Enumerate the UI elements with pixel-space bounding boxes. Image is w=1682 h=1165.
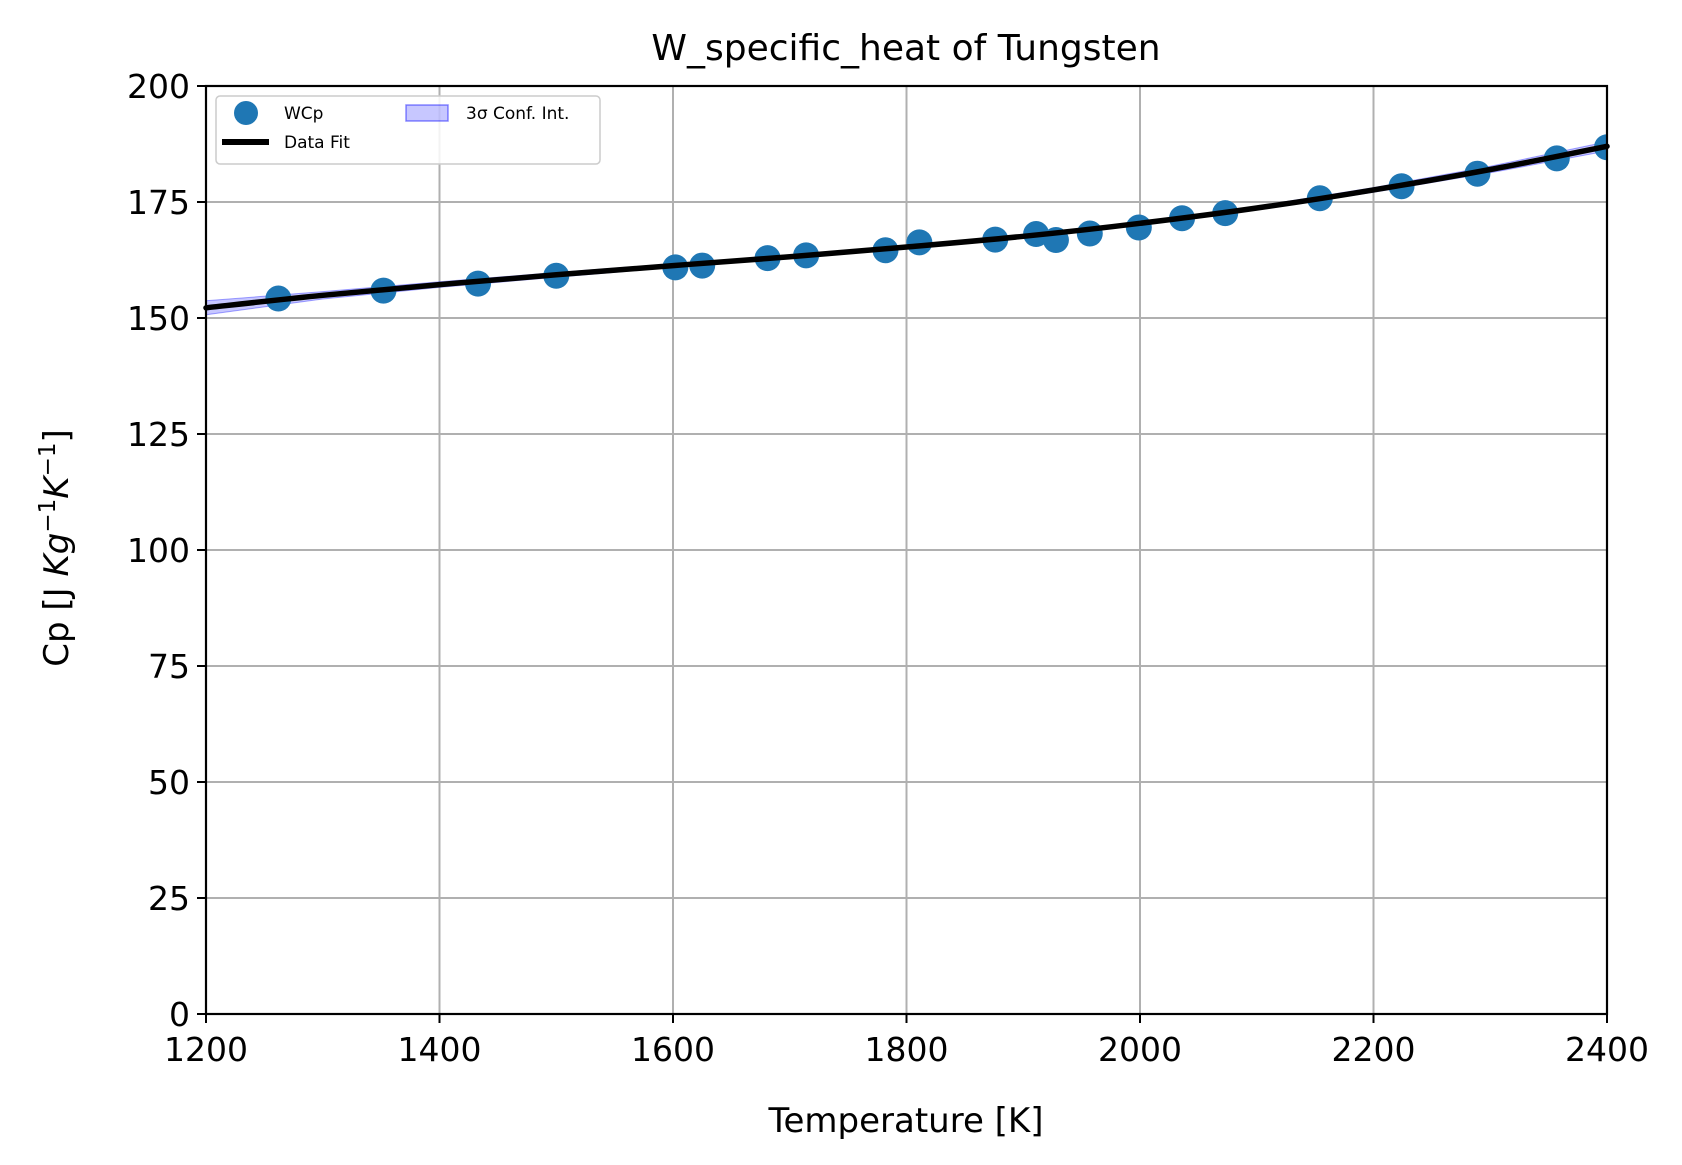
y-tick-label: 150 — [127, 299, 190, 338]
x-tick-label: 1200 — [164, 1030, 248, 1069]
chart-title: W_specific_heat of Tungsten — [651, 28, 1160, 69]
y-tick-label: 175 — [127, 183, 190, 222]
y-label-exp1: −1 — [35, 499, 61, 533]
y-tick-label: 75 — [148, 647, 190, 686]
y-tick-label: 0 — [169, 995, 190, 1034]
legend-box — [215, 95, 601, 165]
y-axis-ticks: 0 25 50 75 100 125 150 175 200 — [127, 67, 206, 1034]
legend-band-swatch — [405, 104, 449, 122]
y-tick-label: 100 — [127, 531, 190, 570]
y-axis-label: Cp [J Kg−1K−1] — [35, 429, 77, 667]
legend: WCp Data Fit 3σ Conf. Int. — [215, 95, 601, 165]
legend-scatter-label: WCp — [284, 104, 323, 124]
y-label-k: K — [37, 474, 77, 499]
y-label-prefix: Cp [J — [37, 577, 77, 667]
y-label-kg: Kg — [37, 533, 77, 577]
y-tick-label: 200 — [127, 67, 190, 106]
y-tick-label: 50 — [148, 763, 190, 802]
x-axis-ticks: 1200 1400 1600 1800 2000 2200 2400 — [164, 1014, 1649, 1069]
y-tick-label: 25 — [148, 879, 190, 918]
x-axis-label: Temperature [K] — [767, 1101, 1043, 1141]
data-point — [1125, 214, 1152, 241]
y-label-exp2: −1 — [35, 443, 61, 477]
x-tick-label: 1800 — [865, 1030, 949, 1069]
grid-lines — [205, 85, 1608, 1015]
y-label-suffix: ] — [37, 429, 77, 442]
legend-band-label: 3σ Conf. Int. — [466, 104, 569, 124]
fit-line-layer — [203, 143, 1610, 311]
x-tick-label: 2200 — [1332, 1030, 1416, 1069]
x-tick-label: 1400 — [398, 1030, 482, 1069]
x-tick-label: 1600 — [631, 1030, 715, 1069]
x-tick-label: 2000 — [1098, 1030, 1182, 1069]
data-point — [1076, 220, 1103, 247]
legend-fit-label: Data Fit — [284, 133, 350, 153]
x-tick-label: 2400 — [1565, 1030, 1649, 1069]
legend-scatter-marker — [234, 101, 258, 125]
y-tick-label: 125 — [127, 415, 190, 454]
fit-line — [203, 143, 1610, 311]
